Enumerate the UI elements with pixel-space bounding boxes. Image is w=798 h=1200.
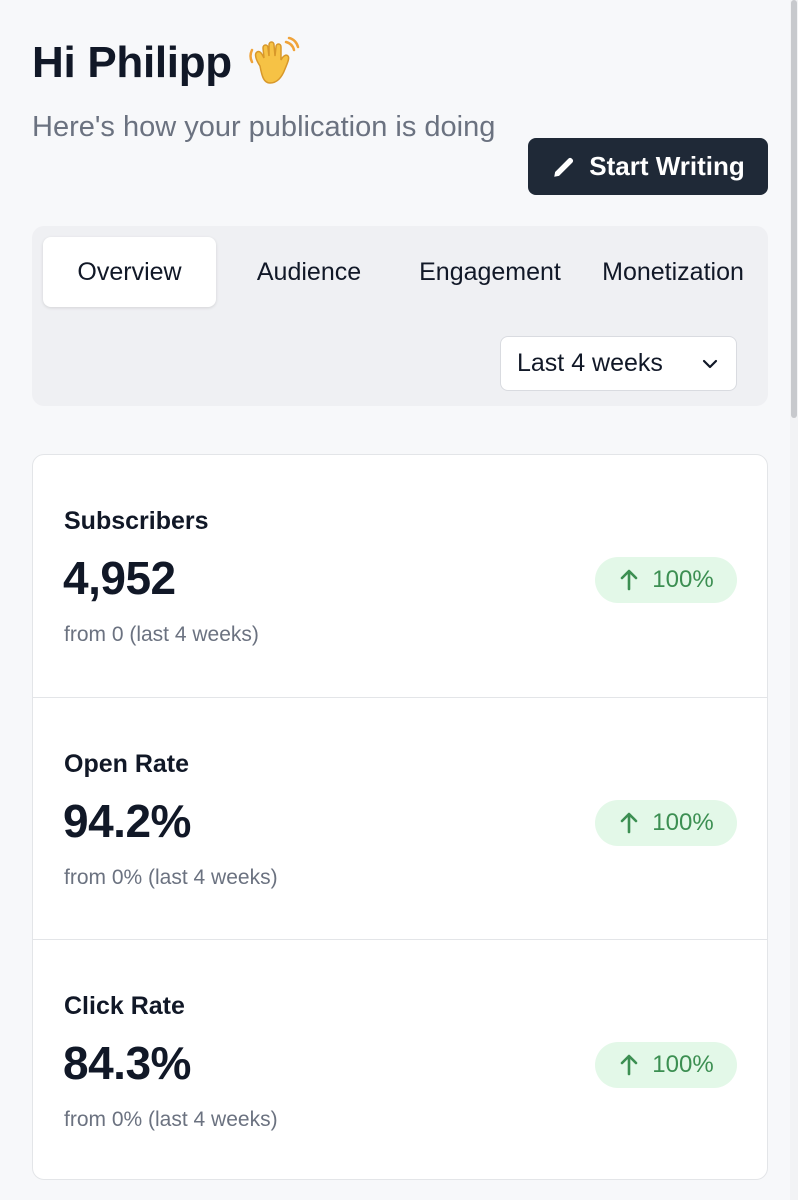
- stat-label: Click Rate: [64, 992, 185, 1020]
- arrow-up-icon: [620, 812, 638, 834]
- date-range-select[interactable]: Last 4 weeks: [500, 336, 737, 391]
- stat-comparison: from 0% (last 4 weeks): [64, 866, 278, 889]
- waving-hand-icon: [249, 36, 300, 84]
- scrollbar-thumb[interactable]: [791, 0, 797, 418]
- chevron-down-icon: [702, 359, 718, 369]
- page-subtitle: Here's how your publication is doing: [32, 111, 496, 143]
- tab-panel: Overview Audience Engagement Monetizatio…: [32, 226, 768, 406]
- arrow-up-icon: [620, 1054, 638, 1076]
- arrow-up-icon: [620, 569, 638, 591]
- stat-open-rate: Open Rate 94.2% from 0% (last 4 weeks) 1…: [33, 697, 767, 939]
- stat-comparison: from 0 (last 4 weeks): [64, 623, 259, 646]
- tab-audience[interactable]: Audience: [256, 257, 362, 286]
- stat-click-rate: Click Rate 84.3% from 0% (last 4 weeks) …: [33, 939, 767, 1179]
- scrollbar-track[interactable]: [790, 0, 798, 1200]
- greeting-text: Hi Philipp: [32, 38, 232, 87]
- stats-card: Subscribers 4,952 from 0 (last 4 weeks) …: [32, 454, 768, 1180]
- start-writing-label: Start Writing: [589, 151, 745, 181]
- tab-monetization[interactable]: Monetization: [602, 257, 744, 286]
- stat-label: Subscribers: [64, 507, 209, 535]
- tab-engagement[interactable]: Engagement: [419, 257, 561, 286]
- change-badge: 100%: [595, 800, 737, 846]
- tab-overview[interactable]: Overview: [43, 237, 216, 307]
- date-range-value: Last 4 weeks: [517, 349, 663, 377]
- page-greeting: Hi Philipp: [32, 36, 300, 90]
- stat-label: Open Rate: [64, 750, 190, 778]
- change-value: 100%: [652, 566, 714, 593]
- change-badge: 100%: [595, 557, 737, 603]
- pencil-icon: [554, 157, 574, 177]
- stat-value: 84.3%: [63, 1037, 191, 1089]
- change-value: 100%: [652, 809, 714, 836]
- stat-subscribers: Subscribers 4,952 from 0 (last 4 weeks) …: [33, 455, 767, 697]
- stat-comparison: from 0% (last 4 weeks): [64, 1108, 278, 1131]
- change-value: 100%: [652, 1051, 714, 1078]
- change-badge: 100%: [595, 1042, 737, 1088]
- stat-value: 94.2%: [63, 795, 191, 847]
- stat-value: 4,952: [63, 552, 176, 604]
- start-writing-button[interactable]: Start Writing: [528, 138, 768, 195]
